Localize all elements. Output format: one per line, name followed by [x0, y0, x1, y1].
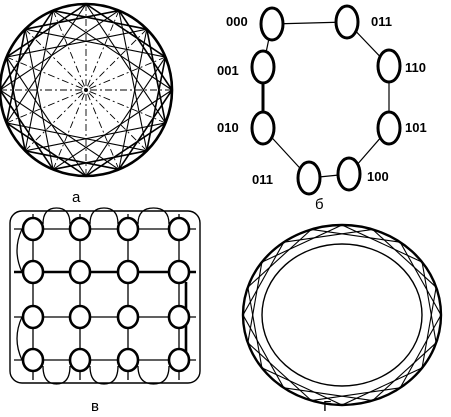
panel-v-mesh-network — [9, 207, 201, 385]
chord-skip-3 — [6, 3, 87, 58]
mesh-node — [116, 347, 140, 373]
ring-chord — [283, 387, 373, 402]
ring-chord — [261, 224, 343, 263]
chord-skip-3 — [146, 29, 167, 124]
ring-chord — [421, 287, 437, 368]
bottom-loop — [89, 365, 119, 385]
chord-skip-5 — [6, 28, 147, 58]
ring-chord — [341, 224, 423, 263]
center-hub — [84, 88, 88, 92]
ring-chord — [372, 228, 437, 288]
ring-node — [250, 110, 276, 146]
chord-skip-3 — [25, 9, 120, 30]
chord-skip-3 — [118, 89, 173, 170]
mesh-frame — [9, 210, 201, 384]
node-label-bottom-left: 011 — [252, 172, 273, 187]
ring-node — [296, 160, 322, 196]
chord-skip-3 — [118, 10, 173, 91]
mesh-node — [68, 259, 92, 285]
ring-chord — [242, 241, 285, 316]
ring-chord — [247, 287, 263, 368]
ring-chord — [261, 367, 343, 406]
mesh-node — [68, 216, 92, 242]
ring-chord — [421, 262, 437, 343]
top-loop — [42, 207, 71, 225]
chord-skip-3 — [52, 150, 147, 171]
panel-b-caption: б — [315, 196, 324, 213]
chord-skip-5 — [0, 10, 120, 91]
chord-skip-5 — [52, 10, 173, 91]
panel-g-chordal-ring — [241, 223, 443, 407]
chord-skip-5 — [25, 28, 166, 58]
panel-a-complete-graph — [0, 2, 174, 178]
ring-chord — [247, 342, 312, 402]
left-loop — [16, 316, 23, 361]
ring-chord — [341, 367, 423, 406]
ring-node — [250, 49, 276, 85]
mesh-node — [116, 259, 140, 285]
node-label-top-right: 011 — [371, 14, 392, 29]
ring-chord — [311, 228, 401, 243]
outer-ring — [241, 223, 443, 407]
mesh-node — [116, 216, 140, 242]
mesh-node — [167, 347, 191, 373]
mesh-node — [167, 259, 191, 285]
chord-skip-3 — [146, 56, 167, 151]
ring-node — [259, 6, 285, 42]
mesh-node — [21, 216, 45, 242]
chord-skip-3 — [52, 9, 147, 30]
chord-skip-3 — [85, 122, 166, 177]
ring-chord — [399, 314, 442, 389]
ring-node — [336, 156, 362, 192]
ring-chord — [311, 387, 401, 402]
panel-a-caption: а — [72, 189, 81, 206]
ring-chord — [283, 228, 373, 243]
mesh-node — [167, 216, 191, 242]
node-label-001: 001 — [217, 63, 239, 78]
ring-link — [271, 21, 348, 25]
mesh-node — [167, 304, 191, 330]
ring-node — [376, 110, 402, 146]
mesh-node — [21, 347, 45, 373]
chord-skip-3 — [5, 29, 26, 124]
panel-b-ring-network — [250, 4, 402, 196]
ring-chord — [247, 262, 263, 343]
top-loop — [89, 207, 119, 225]
top-loop — [137, 207, 170, 225]
ring-chord — [247, 228, 312, 288]
node-label-101: 101 — [405, 120, 427, 135]
panel-v-caption: в — [91, 398, 99, 415]
ring-chord — [242, 314, 285, 389]
mesh-node — [116, 304, 140, 330]
mesh-node — [68, 304, 92, 330]
bottom-loop — [42, 365, 71, 385]
inner-ring — [261, 243, 423, 387]
node-label-010: 010 — [217, 120, 239, 135]
panel-g-caption: Г — [323, 398, 331, 415]
chord-skip-3 — [0, 10, 54, 91]
chord-skip-3 — [5, 56, 26, 151]
ring-chord — [372, 342, 437, 402]
node-label-000: 000 — [226, 14, 248, 29]
chord-skip-3 — [6, 122, 87, 177]
chord-skip-3 — [25, 150, 120, 171]
left-loop — [16, 228, 23, 273]
mesh-node — [21, 259, 45, 285]
ring-node — [376, 48, 402, 84]
bottom-loop — [137, 365, 170, 385]
chord-skip-3 — [0, 89, 54, 170]
node-label-100: 100 — [367, 169, 389, 184]
mesh-node — [21, 304, 45, 330]
ring-node — [334, 4, 360, 40]
ring-chord — [399, 241, 442, 316]
node-label-110: 110 — [405, 60, 426, 75]
mesh-node — [68, 347, 92, 373]
chord-skip-3 — [85, 3, 166, 58]
